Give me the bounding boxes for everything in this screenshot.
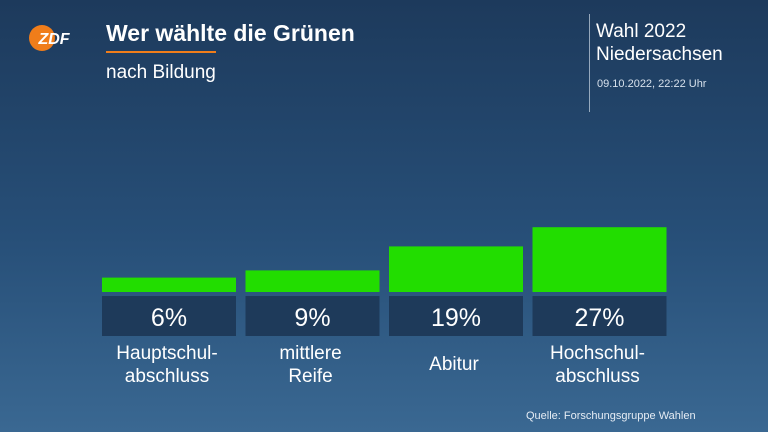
zdf-logo-text: ZDF: [37, 31, 70, 48]
bar-0: [102, 277, 236, 292]
chart-title: Wer wählte die Grünen: [106, 20, 355, 46]
category-label-1-line-1: Reife: [288, 366, 332, 387]
chart-subtitle: nach Bildung: [106, 62, 216, 83]
bar-1: [245, 270, 380, 292]
value-label-box-1: [245, 296, 380, 336]
category-label-2-line-0: Abitur: [429, 354, 479, 375]
category-label-0-line-0: Hauptschul-: [116, 343, 217, 364]
category-label-1-line-0: mittlere: [279, 343, 341, 364]
bar-3: [532, 227, 667, 292]
election-info: Wahl 2022 Niedersachsen: [596, 20, 723, 66]
timestamp: 09.10.2022, 22:22 Uhr: [597, 78, 707, 90]
zdf-logo: ZDF: [29, 25, 71, 51]
category-label-3-line-0: Hochschul-: [550, 343, 645, 364]
category-label-0-line-1: abschluss: [125, 366, 210, 387]
value-label-1: 9%: [294, 304, 330, 332]
bar-2: [389, 246, 523, 292]
value-label-2: 19%: [431, 304, 481, 332]
election-line-region: Niedersachsen: [596, 44, 723, 65]
value-label-box-0: [102, 296, 236, 336]
election-line-year: Wahl 2022: [596, 21, 687, 42]
value-label-0: 6%: [151, 304, 187, 332]
title-underline: [106, 51, 216, 53]
value-label-box-2: [389, 296, 523, 336]
category-label-3-line-1: abschluss: [555, 366, 640, 387]
value-label-box-3: [532, 296, 667, 336]
source-note: Quelle: Forschungsgruppe Wahlen: [526, 410, 696, 422]
zdf-logo-circle: [29, 25, 55, 51]
header-divider: [589, 14, 590, 112]
value-label-3: 27%: [574, 304, 624, 332]
